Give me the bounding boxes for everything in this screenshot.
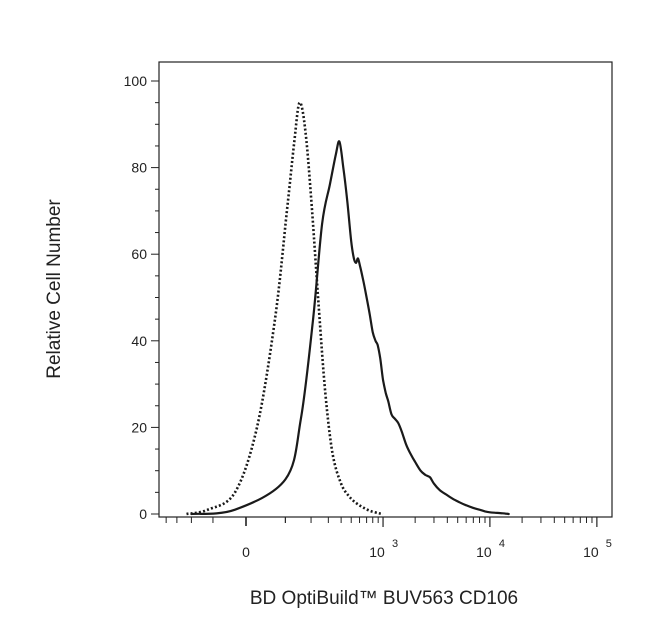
x-tick-label: 0 [242,544,250,560]
x-tick-label: 10 [476,544,492,560]
x-tick-label: 10 [583,544,599,560]
x-tick-label-exponent: 5 [606,538,612,550]
y-tick-label: 60 [131,246,147,262]
y-tick-label: 40 [131,333,147,349]
plot-frame [158,61,613,518]
y-tick-label: 20 [131,419,147,435]
x-tick-label-exponent: 4 [499,538,505,550]
y-axis-title: Relative Cell Number [44,199,65,379]
series-stained-solid [190,140,510,516]
x-axis: 0 10 3 10 4 10 5 [165,517,612,560]
series-layer [186,101,510,516]
x-axis-title: BD OptiBuild™ BUV563 CD106 [250,588,518,609]
y-tick-label: 100 [124,73,148,89]
series-control-dotted [186,101,384,516]
x-tick-label: 10 [369,544,385,560]
y-tick-label: 80 [131,160,147,176]
y-tick-label: 0 [139,506,147,522]
y-axis: 0 20 40 60 80 100 [124,73,159,522]
x-tick-label-exponent: 3 [392,538,398,550]
